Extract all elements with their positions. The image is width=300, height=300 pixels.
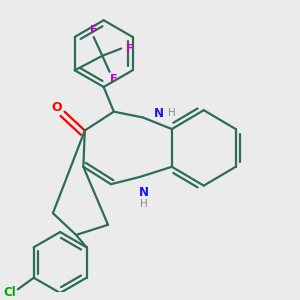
Text: O: O bbox=[51, 101, 62, 114]
Text: H: H bbox=[168, 108, 176, 118]
Text: N: N bbox=[139, 186, 149, 200]
Text: Cl: Cl bbox=[3, 286, 16, 299]
Text: F: F bbox=[90, 25, 98, 35]
Text: N: N bbox=[154, 106, 164, 120]
Text: H: H bbox=[140, 200, 148, 209]
Text: F: F bbox=[110, 74, 118, 84]
Text: F: F bbox=[126, 44, 134, 53]
